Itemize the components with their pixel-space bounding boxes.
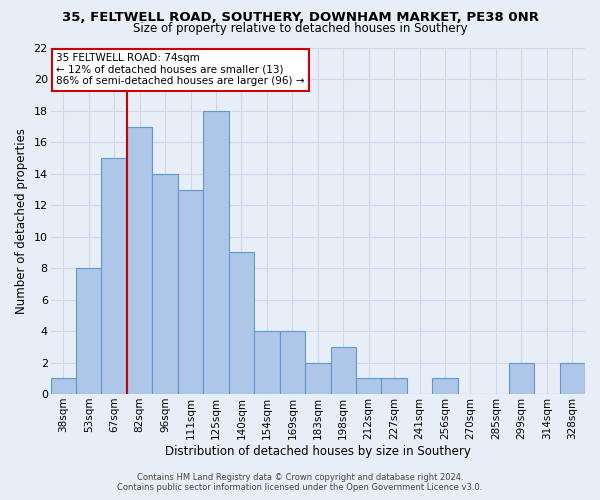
Bar (433, 378, 458, 394)
Bar (509, 362, 534, 394)
Text: 35 FELTWELL ROAD: 74sqm
← 12% of detached houses are smaller (13)
86% of semi-de: 35 FELTWELL ROAD: 74sqm ← 12% of detache… (56, 53, 304, 86)
Bar (76, 268, 101, 394)
Bar (382, 378, 407, 394)
Bar (331, 347, 356, 394)
Bar (560, 362, 585, 394)
Bar (127, 126, 152, 394)
Bar (152, 174, 178, 394)
Bar (229, 252, 254, 394)
Bar (101, 158, 127, 394)
Bar (305, 362, 331, 394)
Y-axis label: Number of detached properties: Number of detached properties (15, 128, 28, 314)
Bar (178, 190, 203, 394)
Text: 35, FELTWELL ROAD, SOUTHERY, DOWNHAM MARKET, PE38 0NR: 35, FELTWELL ROAD, SOUTHERY, DOWNHAM MAR… (62, 11, 539, 24)
Bar (50, 378, 76, 394)
Bar (280, 331, 305, 394)
Text: Contains HM Land Registry data © Crown copyright and database right 2024.
Contai: Contains HM Land Registry data © Crown c… (118, 473, 482, 492)
Bar (203, 111, 229, 394)
X-axis label: Distribution of detached houses by size in Southery: Distribution of detached houses by size … (165, 444, 471, 458)
Text: Size of property relative to detached houses in Southery: Size of property relative to detached ho… (133, 22, 467, 35)
Bar (254, 331, 280, 394)
Bar (356, 378, 382, 394)
